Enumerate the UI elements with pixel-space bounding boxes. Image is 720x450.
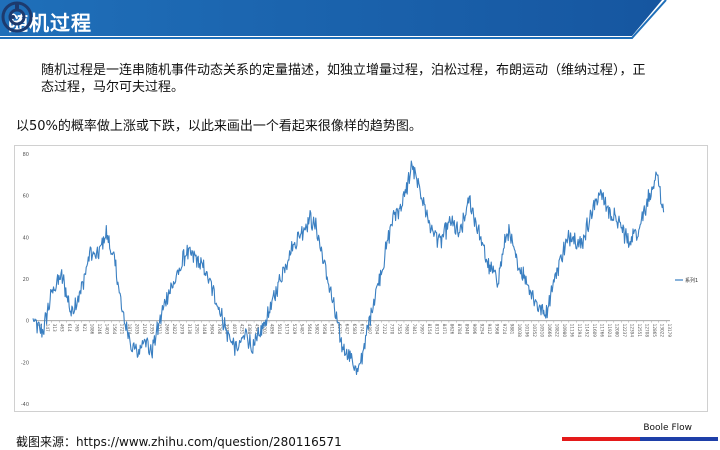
x-tick-label: 4231 xyxy=(240,324,245,335)
series-line xyxy=(33,161,664,374)
x-tick-label: 7997 xyxy=(419,324,424,335)
x-tick-label: 6427 xyxy=(345,324,350,335)
x-tick-label: 2193 xyxy=(142,324,147,335)
x-tick-label: 5487 xyxy=(300,324,305,335)
x-tick-label: 11452 xyxy=(584,324,589,338)
x-tick-label: 7525 xyxy=(397,324,402,335)
x-tick-label: 2035 xyxy=(135,324,140,335)
x-tick-label: 12865 xyxy=(652,324,657,338)
x-tick-label: 12237 xyxy=(622,324,627,338)
x-tick-label: 3130 xyxy=(187,324,192,335)
x-tick-label: 11766 xyxy=(599,324,604,338)
x-tick-label: 5958 xyxy=(322,324,327,335)
x-tick-label: 2663 xyxy=(165,324,170,335)
x-tick-label: 921 xyxy=(82,324,87,332)
x-tick-label: 13179 xyxy=(667,324,672,338)
header-banner: 随机过程 xyxy=(0,0,720,42)
y-tick-label: -20 xyxy=(21,360,29,366)
x-tick-label: 9724 xyxy=(502,324,507,335)
x-tick-label: 7370 xyxy=(389,324,394,335)
y-tick-label: 60 xyxy=(23,194,29,200)
x-tick-label: 2822 xyxy=(172,324,177,335)
x-tick-label: 463 xyxy=(60,324,65,332)
x-tick-label: 5802 xyxy=(315,324,320,335)
header-bar-shape xyxy=(0,0,720,42)
x-tick-label: 8784 xyxy=(457,324,462,335)
x-tick-label: 2979 xyxy=(180,324,185,335)
x-tick-label: 13022 xyxy=(659,324,664,338)
footer-blue-bar xyxy=(640,437,718,441)
x-tick-label: 5644 xyxy=(307,324,312,335)
y-tick-label: 20 xyxy=(23,277,29,283)
y-tick-label: -40 xyxy=(21,402,29,408)
x-tick-label: 9254 xyxy=(479,324,484,335)
x-tick-label: 7841 xyxy=(412,324,417,335)
x-tick-label: 12394 xyxy=(629,324,634,338)
x-tick-label: 1721 xyxy=(120,324,125,335)
x-tick-label: 5173 xyxy=(285,324,290,335)
x-tick-label: 1403 xyxy=(105,324,110,335)
x-tick-label: 11924 xyxy=(607,324,612,338)
x-tick-label: 10666 xyxy=(547,324,552,338)
x-tick-label: 10980 xyxy=(562,324,567,338)
x-tick-label: 6741 xyxy=(359,324,364,335)
x-tick-label: 12080 xyxy=(614,324,619,338)
x-tick-label: 10352 xyxy=(532,324,537,338)
y-tick-label: 0 xyxy=(26,319,29,325)
x-tick-label: 11294 xyxy=(577,324,582,338)
x-tick-label: 2355 xyxy=(150,324,155,335)
x-tick-label: 5014 xyxy=(277,324,282,335)
x-tick-label: 1086 xyxy=(90,324,95,335)
x-tick-label: 3291 xyxy=(195,324,200,335)
x-tick-label: 4076 xyxy=(232,324,237,335)
x-tick-label: 1246 xyxy=(97,324,102,335)
x-tick-label: 9881 xyxy=(509,324,514,335)
x-tick-label: 9412 xyxy=(487,324,492,335)
x-tick-label: 7683 xyxy=(404,324,409,335)
legend-label: 系列1 xyxy=(685,277,698,284)
x-tick-label: 11136 xyxy=(569,324,574,338)
x-tick-label: 12551 xyxy=(637,324,642,338)
x-tick-label: 11609 xyxy=(592,324,597,338)
x-tick-label: 8471 xyxy=(442,324,447,335)
x-tick-label: 8313 xyxy=(434,324,439,335)
x-tick-label: 9568 xyxy=(494,324,499,335)
x-tick-label: 765 xyxy=(75,324,80,332)
x-tick-label: 10822 xyxy=(554,324,559,338)
x-tick-label: 7054 xyxy=(374,324,379,335)
random-walk-chart: -40 -20 0 20 40 60 80 1 147 313 463 614 765 921 1086 12… xyxy=(14,145,708,412)
x-tick-label: 10038 xyxy=(517,324,522,338)
x-tick-label: 10510 xyxy=(539,324,544,338)
x-tick-label: 3760 xyxy=(217,324,222,335)
x-tick-label: 5329 xyxy=(292,324,297,335)
lead-sentence: 以50%的概率做上涨或下跌，以此来画出一个看起来很像样的趋势图。 xyxy=(16,118,706,135)
x-tick-label: 6583 xyxy=(352,324,357,335)
source-caption: 截图来源：https://www.zhihu.com/question/2801… xyxy=(16,433,342,450)
x-tick-label: 614 xyxy=(67,324,72,332)
x-tick-label: 3604 xyxy=(210,324,215,335)
x-tick-label: 10196 xyxy=(524,324,529,338)
x-tick-label: 4388 xyxy=(247,324,252,335)
x-tick-label: 8154 xyxy=(427,324,432,335)
x-tick-label: 313 xyxy=(52,324,57,332)
boole-logo-icon xyxy=(0,0,34,34)
x-tick-label: 4856 xyxy=(270,324,275,335)
x-tick-label: 3448 xyxy=(202,324,207,335)
x-tick-label: 8940 xyxy=(464,324,469,335)
footer-red-bar xyxy=(562,437,640,441)
x-tick-label: 1564 xyxy=(112,324,117,335)
intro-paragraph: 随机过程是一连串随机事件动态关系的定量描述，如独立增量过程，泊松过程，布朗运动（… xyxy=(41,62,656,96)
x-tick-label: 9096 xyxy=(472,324,477,335)
x-tick-label: 8626 xyxy=(449,324,454,335)
x-tick-label: 6114 xyxy=(330,324,335,335)
y-tick-label: 80 xyxy=(23,152,29,158)
y-tick-label: 40 xyxy=(23,235,29,241)
x-tick-label: 12708 xyxy=(644,324,649,338)
x-tick-label: 147 xyxy=(45,324,50,332)
brand-label: Boole Flow xyxy=(643,423,692,433)
x-tick-label: 7212 xyxy=(382,324,387,335)
